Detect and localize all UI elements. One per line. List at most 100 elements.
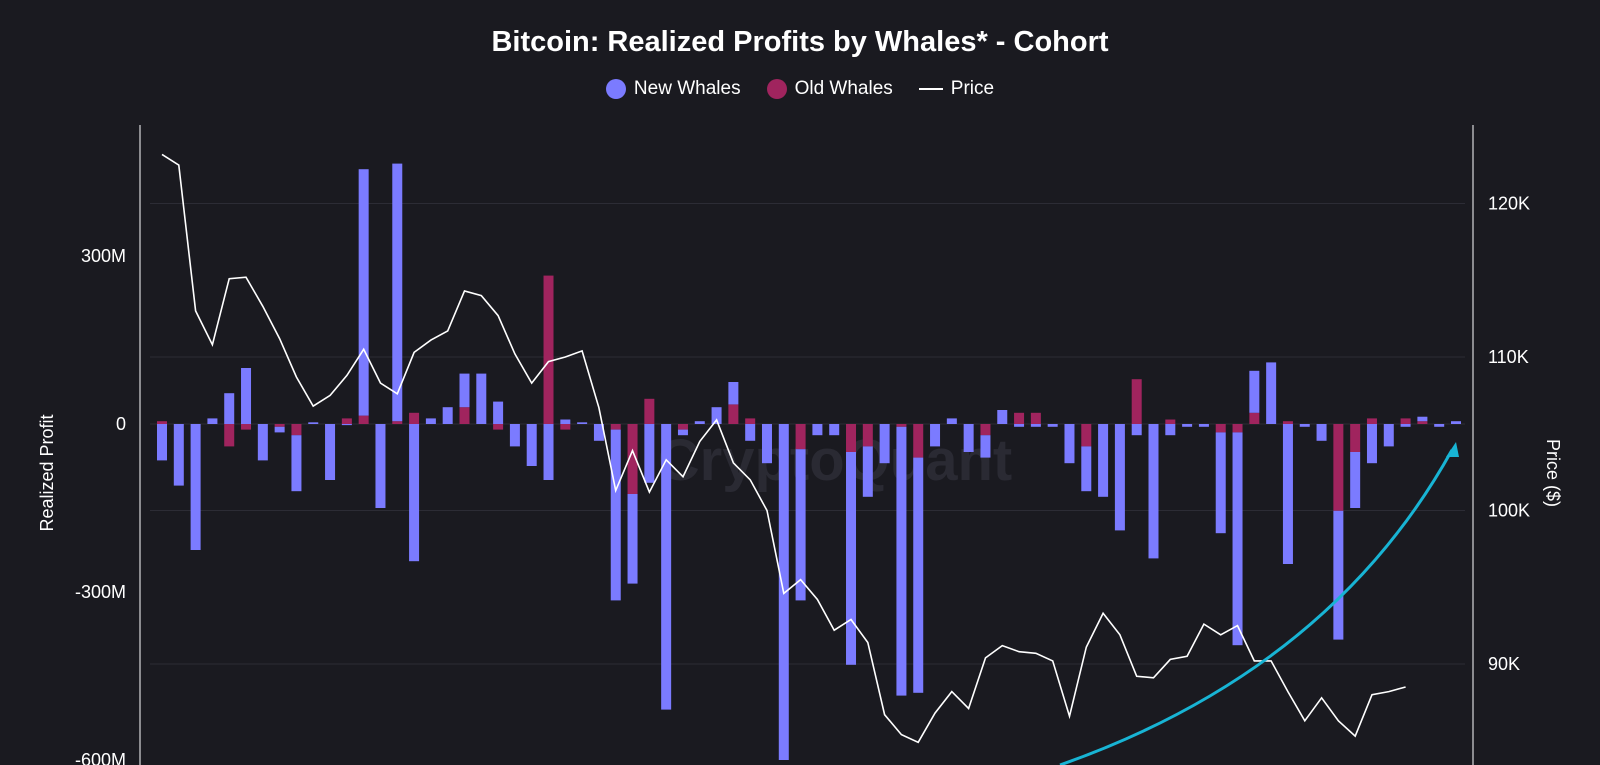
legend-item-new-whales[interactable]: New Whales: [605, 78, 741, 100]
bar-old-whales[interactable]: [291, 424, 302, 436]
bar-old-whales[interactable]: [392, 421, 403, 424]
bar-new-whales[interactable]: [1064, 424, 1075, 464]
bar-new-whales[interactable]: [862, 446, 873, 497]
bar-old-whales[interactable]: [1282, 421, 1293, 424]
bar-old-whales[interactable]: [1333, 424, 1344, 511]
bar-new-whales[interactable]: [930, 424, 941, 447]
bar-new-whales[interactable]: [409, 424, 420, 562]
bar-new-whales[interactable]: [946, 418, 957, 424]
bar-old-whales[interactable]: [728, 404, 739, 424]
bar-new-whales[interactable]: [677, 429, 688, 436]
bar-old-whales[interactable]: [543, 275, 554, 424]
bar-new-whales[interactable]: [879, 424, 890, 464]
bar-new-whales[interactable]: [1165, 424, 1176, 436]
bar-old-whales[interactable]: [1014, 412, 1025, 424]
bar-old-whales[interactable]: [846, 424, 857, 452]
bar-new-whales[interactable]: [1098, 424, 1109, 497]
bar-new-whales[interactable]: [627, 494, 638, 584]
bar-new-whales[interactable]: [963, 424, 974, 452]
bar-new-whales[interactable]: [1030, 424, 1041, 427]
bar-old-whales[interactable]: [1366, 418, 1377, 424]
bar-new-whales[interactable]: [829, 424, 840, 436]
bar-new-whales[interactable]: [341, 424, 352, 426]
bar-old-whales[interactable]: [358, 415, 369, 424]
bar-new-whales[interactable]: [224, 393, 235, 424]
bar-new-whales[interactable]: [1232, 432, 1243, 646]
bar-old-whales[interactable]: [1232, 424, 1243, 433]
bar-old-whales[interactable]: [274, 424, 285, 427]
bar-old-whales[interactable]: [1249, 412, 1260, 424]
bar-new-whales[interactable]: [661, 424, 672, 710]
bar-new-whales[interactable]: [1131, 424, 1142, 436]
bar-new-whales[interactable]: [543, 424, 554, 480]
bar-new-whales[interactable]: [476, 373, 487, 424]
bar-new-whales[interactable]: [1366, 424, 1377, 464]
bar-new-whales[interactable]: [1350, 452, 1361, 508]
bar-new-whales[interactable]: [241, 368, 252, 424]
bar-old-whales[interactable]: [980, 424, 991, 436]
bar-old-whales[interactable]: [241, 424, 252, 430]
bar-new-whales[interactable]: [1014, 424, 1025, 427]
bar-new-whales[interactable]: [610, 429, 621, 601]
bar-old-whales[interactable]: [913, 424, 924, 458]
bar-old-whales[interactable]: [1165, 419, 1176, 424]
bar-old-whales[interactable]: [1215, 424, 1226, 433]
bar-new-whales[interactable]: [577, 422, 588, 424]
bar-new-whales[interactable]: [694, 421, 705, 424]
bar-new-whales[interactable]: [442, 407, 453, 424]
bar-old-whales[interactable]: [862, 424, 873, 447]
bar-new-whales[interactable]: [1282, 424, 1293, 564]
bar-new-whales[interactable]: [1451, 421, 1461, 424]
bar-new-whales[interactable]: [1417, 416, 1428, 422]
legend-item-price[interactable]: Price: [918, 78, 994, 100]
bar-old-whales[interactable]: [745, 418, 756, 424]
bar-new-whales[interactable]: [1081, 446, 1092, 492]
bar-new-whales[interactable]: [1198, 424, 1209, 427]
bar-old-whales[interactable]: [1081, 424, 1092, 447]
bar-new-whales[interactable]: [711, 407, 722, 424]
bar-new-whales[interactable]: [1249, 370, 1260, 413]
bar-new-whales[interactable]: [1182, 424, 1193, 427]
bar-new-whales[interactable]: [1383, 424, 1394, 447]
bar-new-whales[interactable]: [1299, 424, 1310, 427]
bar-new-whales[interactable]: [1316, 424, 1327, 441]
bar-old-whales[interactable]: [896, 424, 907, 427]
legend-item-old-whales[interactable]: Old Whales: [766, 78, 893, 100]
bar-new-whales[interactable]: [846, 452, 857, 665]
bar-new-whales[interactable]: [1434, 424, 1445, 427]
bar-new-whales[interactable]: [425, 418, 436, 424]
bar-new-whales[interactable]: [375, 424, 386, 508]
bar-new-whales[interactable]: [1215, 432, 1226, 534]
bar-old-whales[interactable]: [610, 424, 621, 430]
bar-new-whales[interactable]: [1333, 510, 1344, 640]
bar-new-whales[interactable]: [308, 422, 319, 424]
bar-new-whales[interactable]: [509, 424, 520, 447]
bar-old-whales[interactable]: [1131, 379, 1142, 424]
bar-new-whales[interactable]: [157, 424, 167, 461]
bar-new-whales[interactable]: [644, 424, 655, 483]
bar-new-whales[interactable]: [745, 424, 756, 441]
bar-new-whales[interactable]: [274, 426, 285, 433]
bar-new-whales[interactable]: [493, 401, 504, 424]
bar-new-whales[interactable]: [173, 424, 184, 486]
bar-new-whales[interactable]: [1114, 424, 1125, 531]
bar-new-whales[interactable]: [896, 426, 907, 696]
bar-old-whales[interactable]: [1417, 421, 1428, 424]
bar-new-whales[interactable]: [207, 418, 218, 424]
bar-old-whales[interactable]: [627, 424, 638, 494]
bar-new-whales[interactable]: [325, 424, 336, 480]
bar-new-whales[interactable]: [812, 424, 823, 436]
bar-old-whales[interactable]: [795, 424, 806, 450]
bar-old-whales[interactable]: [409, 412, 420, 424]
bar-new-whales[interactable]: [980, 435, 991, 458]
bar-new-whales[interactable]: [560, 419, 571, 424]
bar-old-whales[interactable]: [493, 424, 504, 430]
bar-new-whales[interactable]: [291, 435, 302, 492]
bar-new-whales[interactable]: [997, 410, 1008, 424]
bar-old-whales[interactable]: [224, 424, 235, 447]
bar-old-whales[interactable]: [560, 424, 571, 430]
bar-old-whales[interactable]: [677, 424, 688, 430]
bar-new-whales[interactable]: [1400, 424, 1411, 427]
bar-new-whales[interactable]: [190, 424, 201, 550]
bar-new-whales[interactable]: [1148, 424, 1159, 559]
